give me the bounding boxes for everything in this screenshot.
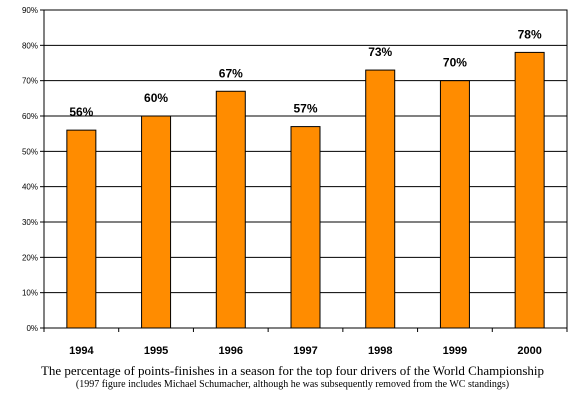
bar — [439, 80, 470, 329]
y-tick-label: 20% — [22, 253, 38, 262]
y-tick-label: 60% — [22, 112, 38, 121]
x-tick-label: 1997 — [293, 345, 317, 357]
data-label: 70% — [443, 56, 467, 70]
bar — [66, 129, 97, 329]
y-tick-label: 10% — [22, 289, 38, 298]
chart-caption: The percentage of points-finishes in a s… — [40, 363, 545, 378]
chart-caption-note: (1997 figure includes Michael Schumacher… — [75, 379, 510, 390]
plot-area-frame — [43, 9, 568, 329]
data-label: 78% — [518, 27, 542, 41]
x-tick-label: 1995 — [144, 345, 168, 357]
x-axis-ticks: 1994 1995 1996 1997 1998 1999 2000 — [43, 328, 568, 357]
bar — [141, 115, 172, 329]
x-tick-label: 2000 — [517, 345, 541, 357]
x-tick-label: 1994 — [69, 345, 94, 357]
data-labels: 56% 60% 67% 57% 73% 70% 78% — [69, 27, 542, 119]
bar — [514, 51, 545, 329]
data-label: 56% — [69, 105, 93, 119]
bar — [215, 90, 246, 329]
bar — [290, 126, 321, 329]
data-label: 67% — [219, 66, 243, 80]
y-tick-label: 50% — [22, 147, 38, 156]
y-tick-label: 40% — [22, 183, 38, 192]
y-axis-ticks: 0% 10% 20% 30% 40% 50% 60% 70% 80% 90% — [22, 6, 44, 333]
y-tick-label: 80% — [22, 41, 38, 50]
y-tick-label: 90% — [22, 6, 38, 15]
bars — [66, 51, 545, 329]
y-tick-label: 30% — [22, 218, 38, 227]
y-tick-label: 0% — [26, 324, 38, 333]
data-label: 60% — [144, 91, 168, 105]
x-tick-label: 1996 — [219, 345, 243, 357]
data-label: 73% — [368, 45, 392, 59]
x-tick-label: 1998 — [368, 345, 392, 357]
bar — [365, 69, 396, 329]
x-tick-label: 1999 — [443, 345, 467, 357]
y-tick-label: 70% — [22, 77, 38, 86]
data-label: 57% — [293, 102, 317, 116]
